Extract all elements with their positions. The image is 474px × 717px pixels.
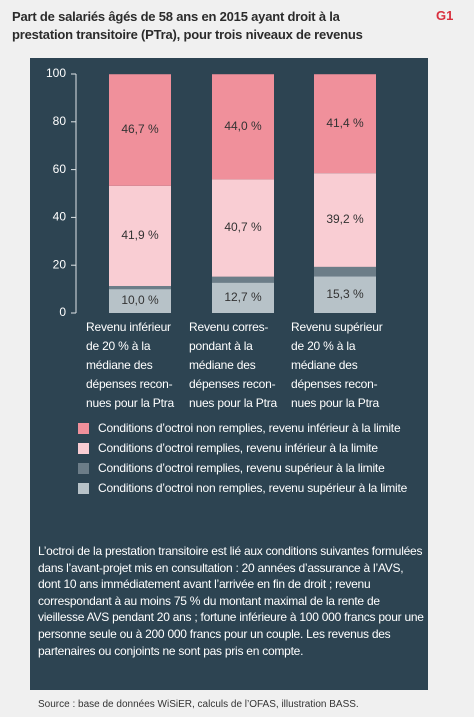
chart-id: G1	[436, 8, 454, 23]
legend-label: Conditions d’octroi remplies, revenu inf…	[98, 441, 378, 455]
legend-swatch	[78, 443, 89, 454]
y-tick-label: 0	[59, 305, 66, 319]
legend-swatch	[78, 423, 89, 434]
legend-swatch	[78, 463, 89, 474]
bar-segment	[109, 289, 171, 313]
bar-segment	[212, 179, 274, 277]
y-tick-label: 20	[53, 257, 67, 271]
bar-segment	[314, 276, 376, 313]
legend-swatch	[78, 483, 89, 494]
x-tick-label: Revenu supérieur de 20 % à la médiane de…	[291, 320, 383, 410]
x-tick-label: Revenu corres- pondant à la médiane des …	[189, 320, 277, 410]
value-label: 41,4 %	[326, 116, 364, 130]
value-label: 39,2 %	[326, 212, 364, 226]
legend: Conditions d’octroi non remplies, revenu…	[72, 420, 422, 500]
source: Source : base de données WiSiER, calculs…	[38, 699, 359, 710]
chart-title: Part de salariés âgés de 58 ans en 2015 …	[12, 9, 363, 42]
bar-segment	[314, 266, 376, 277]
y-tick-label: 60	[53, 162, 67, 176]
y-tick-label: 100	[46, 66, 66, 80]
legend-entry: Conditions d’octroi non remplies, revenu…	[72, 480, 422, 497]
legend-label: Conditions d’octroi remplies, revenu sup…	[98, 461, 385, 475]
legend-entry: Conditions d’octroi remplies, revenu inf…	[72, 440, 422, 457]
legend-entry: Conditions d’octroi remplies, revenu sup…	[72, 460, 422, 477]
bar-segment	[314, 74, 376, 174]
value-label: 12,7 %	[224, 290, 262, 304]
value-label: 41,9 %	[121, 228, 159, 242]
note: L’octroi de la prestation transitoire es…	[38, 544, 424, 658]
bar-segment	[314, 173, 376, 267]
y-tick-label: 40	[53, 210, 67, 224]
value-label: 44,0 %	[224, 119, 262, 133]
bar-segment	[109, 185, 171, 286]
value-label: 46,7 %	[121, 122, 159, 136]
legend-label: Conditions d’octroi non remplies, revenu…	[98, 421, 401, 435]
bar-segment	[212, 74, 274, 180]
value-label: 15,3 %	[326, 287, 364, 301]
y-tick-label: 80	[53, 114, 67, 128]
value-label: 10,0 %	[121, 293, 159, 307]
bar-segment	[109, 285, 171, 290]
bar-segment	[212, 276, 274, 283]
legend-entry: Conditions d’octroi non remplies, revenu…	[72, 420, 422, 437]
legend-label: Conditions d’octroi non remplies, revenu…	[98, 481, 408, 495]
x-tick-label: Revenu inférieur de 20 % à la médiane de…	[86, 320, 174, 410]
value-label: 40,7 %	[224, 220, 262, 234]
bar-segment	[212, 282, 274, 313]
bar-segment	[109, 74, 171, 186]
